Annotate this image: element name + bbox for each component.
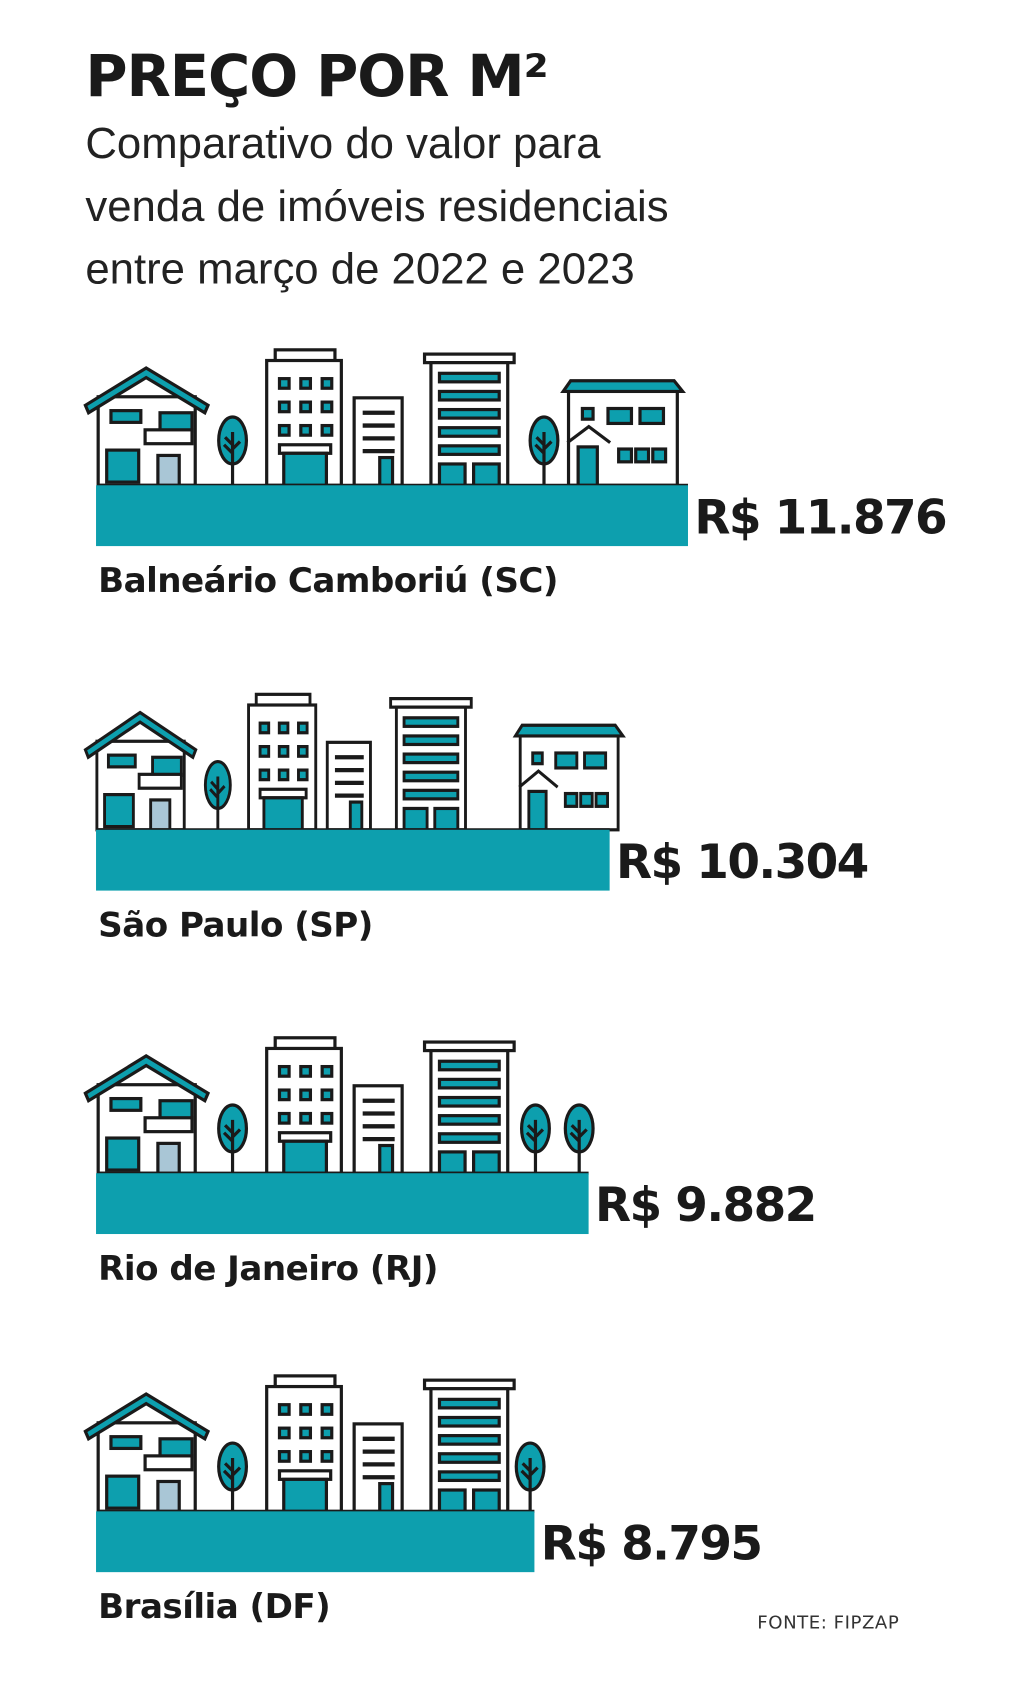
bar [96,829,610,891]
category-label: Brasília (DF) [98,1587,330,1627]
office-tower-icon [247,692,318,832]
skyline [83,1374,546,1513]
category-label: Rio de Janeiro (RJ) [98,1249,438,1289]
tall-building-icon [422,352,516,487]
value-label: R$ 11.876 [694,490,946,545]
office-tower-icon [265,348,343,487]
subtitle-line-3: entre março de 2022 e 2023 [85,245,634,294]
value-label: R$ 10.304 [616,835,868,890]
source-note: FONTE: FIPZAP [757,1613,899,1634]
value-label: R$ 9.882 [595,1178,816,1233]
tall-building-icon [389,697,473,832]
tree-icon [519,1103,551,1174]
bars-group: R$ 11.876 Balneário Camboriú (SC) R$ 10.30… [83,348,948,1627]
small-building-icon [352,396,404,487]
tree-icon [528,415,560,486]
small-building-icon [325,740,372,832]
skyline [83,1036,595,1175]
subtitle-line-2: venda de imóveis residenciais [85,182,668,231]
value-label: R$ 8.795 [541,1516,762,1571]
tree-icon [514,1441,546,1512]
tree-icon [203,759,232,830]
bar [96,1173,589,1235]
skyline [83,692,626,832]
category-label: Balneário Camboriú (SC) [98,561,558,601]
tree-icon [217,1103,249,1174]
house-icon [83,710,198,832]
small-building-icon [352,1084,404,1175]
city-row: R$ 10.304 São Paulo (SP) [83,692,869,945]
tree-icon [217,415,249,486]
city-row: R$ 8.795 Brasília (DF) [83,1374,763,1627]
office-tower-icon [265,1374,343,1513]
house-icon [83,366,211,487]
skyline [83,348,686,487]
tree-icon [563,1103,595,1174]
office-tower-icon [265,1036,343,1175]
city-row: R$ 11.876 Balneário Camboriú (SC) [83,348,948,601]
bar [96,1511,535,1573]
subtitle-line-1: Comparativo do valor para [85,119,601,168]
small-building-icon [352,1422,404,1513]
bar [96,485,688,547]
house-icon [83,1054,211,1175]
city-row: R$ 9.882 Rio de Janeiro (RJ) [83,1036,817,1289]
townhouse-icon [512,723,626,832]
tall-building-icon [422,1378,516,1513]
chart-title: PREÇO POR M² [85,43,547,110]
category-label: São Paulo (SP) [98,905,373,945]
tall-building-icon [422,1040,516,1175]
tree-icon [217,1441,249,1512]
townhouse-icon [560,379,686,487]
house-icon [83,1392,211,1513]
